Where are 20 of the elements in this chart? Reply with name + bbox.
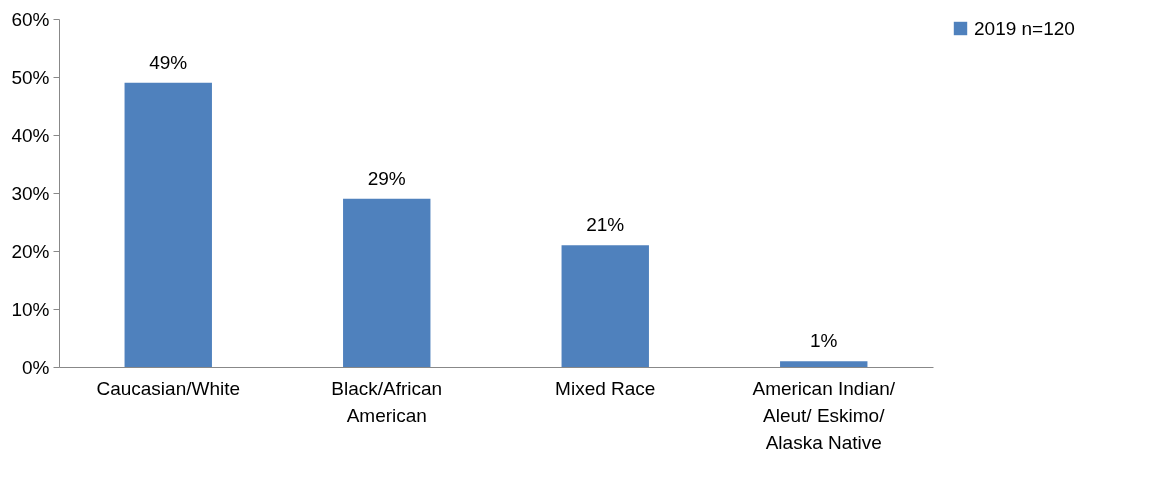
y-tick-label: 40% <box>11 124 50 146</box>
x-tick-label: American Indian/ Aleut/ Eskimo/ Alaska Native <box>752 377 896 453</box>
legend-label: 2019 n=120 <box>974 17 1075 39</box>
x-tick-label: Black/African American <box>331 377 443 426</box>
y-tick-label: 60% <box>11 8 50 30</box>
y-tick-label: 30% <box>11 182 50 204</box>
data-label: 1% <box>810 330 838 352</box>
y-tick-label: 0% <box>22 356 50 378</box>
y-tick-label: 50% <box>11 66 50 88</box>
bar <box>561 245 649 367</box>
bar <box>124 82 212 367</box>
data-label: 49% <box>149 51 188 73</box>
bar <box>780 361 868 367</box>
x-tick-label: Caucasian/White <box>96 377 241 399</box>
y-tick-label: 10% <box>11 298 50 320</box>
data-label: 21% <box>586 214 625 236</box>
data-label: 29% <box>367 167 406 189</box>
bar <box>343 198 431 367</box>
y-tick-label: 20% <box>11 240 50 262</box>
x-tick-label: Mixed Race <box>555 377 656 399</box>
